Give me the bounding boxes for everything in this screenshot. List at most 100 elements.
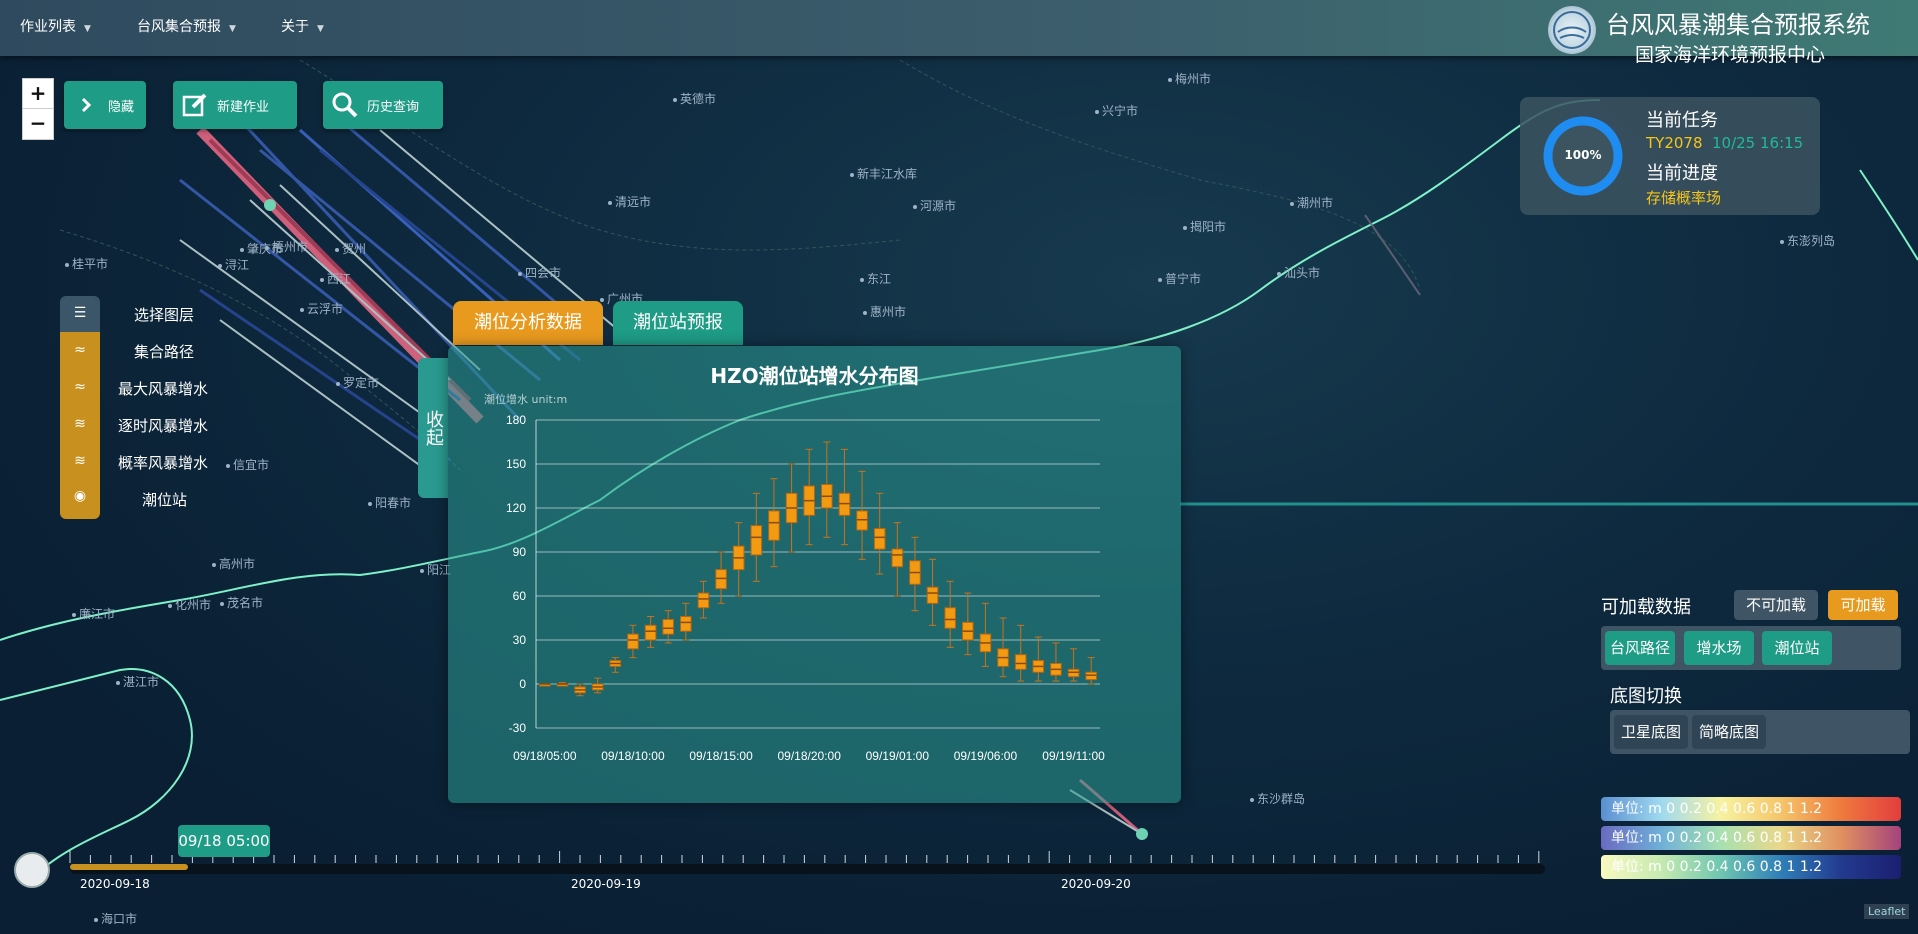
map-label-text: 梧州市 — [272, 240, 309, 254]
list-icon: ☰ — [73, 305, 87, 321]
map-label-text: 潮州市 — [1297, 196, 1334, 210]
timeline-track[interactable] — [70, 864, 1545, 874]
current-task-time: 10/25 16:15 — [1712, 134, 1804, 152]
map-label: 西江 — [320, 270, 351, 287]
edit-icon — [173, 81, 217, 129]
map-label-text: 阳江 — [427, 563, 452, 577]
city-dot-icon — [368, 501, 372, 506]
wave-icon[interactable]: ≋ — [74, 416, 86, 432]
map-label: 河源市 — [913, 197, 956, 214]
city-dot-icon — [218, 263, 222, 268]
box-body — [1014, 654, 1027, 670]
x-tick-label: 09/18/15:00 — [689, 749, 753, 763]
chart-title: HZO潮位站增水分布图 — [710, 364, 919, 388]
x-tick-label: 09/18/20:00 — [777, 749, 841, 763]
x-tick-label: 09/19/06:00 — [954, 749, 1018, 763]
city-dot-icon — [1183, 225, 1187, 230]
zoom-in-button[interactable]: + — [22, 78, 54, 110]
menu-typhoon-forecast[interactable]: 台风集合预报 ▼ — [137, 19, 236, 35]
city-dot-icon — [1780, 239, 1784, 244]
city-dot-icon — [1290, 201, 1294, 206]
city-dot-icon — [673, 97, 677, 102]
map-label: 阳江 — [420, 561, 451, 578]
map-label-text: 西江 — [327, 272, 352, 286]
timeline-date-3: 2020-09-20 — [1061, 877, 1131, 891]
box-body — [680, 616, 692, 632]
collapse-button[interactable]: 收起 — [418, 358, 448, 498]
progress-percent: 100% — [1564, 148, 1602, 162]
timeline-play-knob[interactable] — [14, 852, 50, 888]
map-label: 海口市 — [94, 910, 137, 927]
map-label: 东澎列岛 — [1780, 232, 1835, 249]
map-label-text: 新丰江水库 — [857, 167, 918, 181]
timeline-date-2: 2020-09-19 — [571, 877, 641, 891]
map-label: 廉江市 — [72, 605, 115, 622]
loadable-badge[interactable]: 可加载 — [1828, 590, 1898, 620]
zoom-out-button[interactable]: − — [22, 108, 54, 140]
history-search-button[interactable]: 历史查询 — [323, 81, 443, 129]
map-label: 茂名市 — [220, 594, 263, 611]
box-body — [891, 548, 904, 568]
map-label: 英德市 — [673, 90, 716, 107]
map-label: 信宜市 — [226, 456, 269, 473]
loadable-item-typhoon-track[interactable]: 台风路径 — [1605, 631, 1675, 665]
map-label: 高州市 — [212, 555, 255, 572]
layer-item-hourly-surge[interactable]: 逐时风暴增水 — [118, 417, 209, 435]
basemap-simple-button[interactable]: 简略底图 — [1692, 715, 1766, 749]
track-icon[interactable]: ≈ — [74, 342, 86, 358]
y-tick-label: -30 — [509, 721, 527, 735]
basemap-satellite-button[interactable]: 卫星底图 — [1614, 715, 1688, 749]
map-label: 清远市 — [608, 193, 651, 210]
map-label: 贺州 — [335, 240, 366, 257]
layer-item-tide-station[interactable]: 潮位站 — [142, 491, 188, 509]
chevron-down-icon: ▼ — [84, 24, 91, 34]
track-icon[interactable]: ≈ — [74, 379, 86, 395]
map-label-text: 惠州市 — [870, 305, 907, 319]
system-subtitle: 国家海洋环境预报中心 — [1635, 44, 1826, 66]
leaflet-attribution[interactable]: Leaflet — [1864, 904, 1910, 919]
map-label-text: 普宁市 — [1165, 272, 1202, 286]
chart-ylabel: 潮位增水 unit:m — [484, 393, 568, 406]
legend-hourly-surge: 单位: m 0 0.2 0.4 0.6 0.8 1 1.2 — [1601, 826, 1901, 850]
wave-icon[interactable]: ≋ — [74, 453, 86, 469]
map-label-text: 茂名市 — [227, 596, 264, 610]
layer-item-max-surge[interactable]: 最大风暴增水 — [118, 380, 209, 398]
loadable-item-surge-field[interactable]: 增水场 — [1684, 631, 1754, 665]
current-task-id: TY2078 — [1646, 134, 1703, 152]
layer-item-probability-surge[interactable]: 概率风暴增水 — [118, 454, 209, 472]
hide-button[interactable]: 隐藏 — [64, 81, 146, 129]
map-label: 梧州市 — [265, 238, 308, 255]
map-label-text: 河源市 — [920, 199, 957, 213]
map-label-text: 贺州 — [342, 242, 367, 256]
city-dot-icon — [168, 603, 172, 608]
map-label-text: 海口市 — [101, 912, 138, 926]
map-label: 惠州市 — [863, 303, 906, 320]
legend-max-surge: 单位: m 0 0.2 0.4 0.6 0.8 1 1.2 — [1601, 797, 1901, 821]
map-label-text: 东澎列岛 — [1787, 234, 1836, 248]
loadable-item-tide-station[interactable]: 潮位站 — [1762, 631, 1832, 665]
layer-item-ensemble-track[interactable]: 集合路径 — [134, 343, 195, 361]
not-loadable-badge[interactable]: 不可加载 — [1734, 590, 1818, 620]
map-label-text: 清远市 — [615, 195, 652, 209]
x-tick-label: 09/18/10:00 — [601, 749, 665, 763]
loadable-data-title: 可加载数据 — [1601, 597, 1691, 618]
map-label: 普宁市 — [1158, 270, 1201, 287]
map-label: 罗定市 — [336, 374, 379, 391]
y-tick-label: 30 — [513, 633, 527, 647]
station-icon[interactable]: ◉ — [73, 488, 87, 504]
city-dot-icon — [94, 917, 98, 922]
menu-job-list[interactable]: 作业列表 ▼ — [20, 19, 91, 35]
tab-tide-forecast[interactable]: 潮位站预报 — [613, 301, 743, 345]
map-label: 云浮市 — [300, 300, 343, 317]
layer-toggle-button[interactable]: ☰ — [60, 296, 100, 332]
history-search-label: 历史查询 — [367, 99, 420, 115]
city-dot-icon — [226, 463, 230, 468]
menu-about[interactable]: 关于 ▼ — [281, 19, 324, 35]
map-label-text: 湛江市 — [123, 675, 160, 689]
new-job-button[interactable]: 新建作业 — [173, 81, 297, 129]
chevron-down-icon: ▼ — [229, 24, 236, 34]
box-body — [644, 624, 657, 641]
city-dot-icon — [1158, 277, 1162, 282]
map-label: 四会市 — [518, 264, 561, 281]
tab-tide-analysis[interactable]: 潮位分析数据 — [453, 301, 603, 345]
